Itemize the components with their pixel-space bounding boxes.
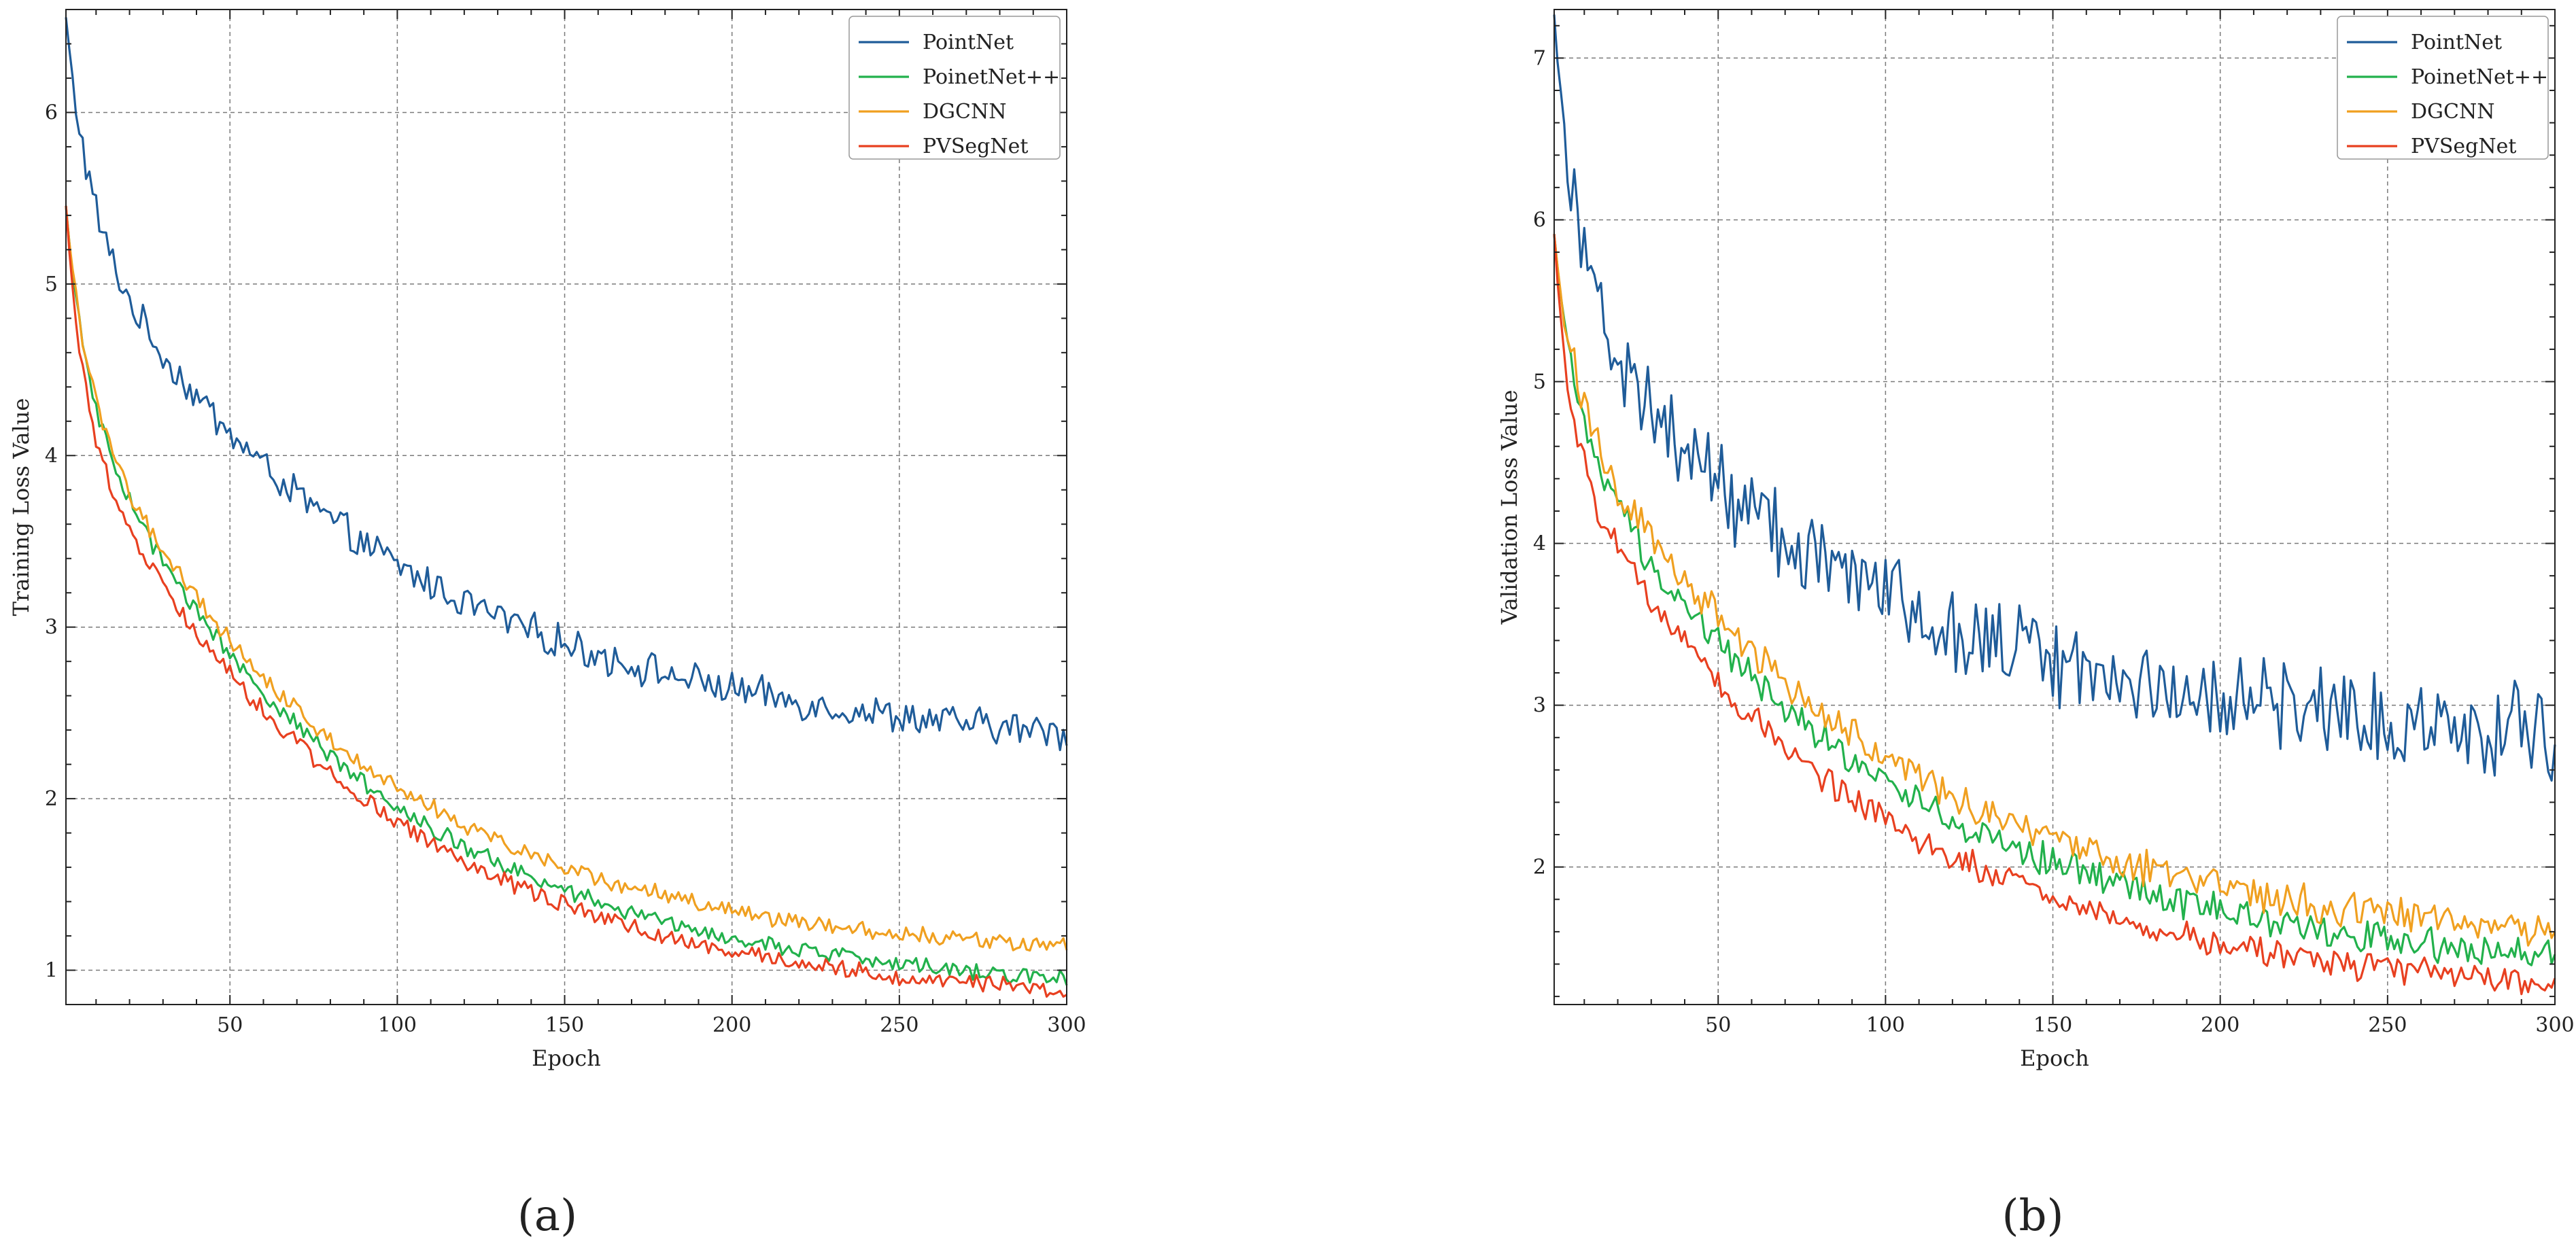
legend-label-pvsegnet-a: PVSegNet xyxy=(923,135,1028,158)
y-tick-labels-a: 1 2 3 4 5 6 xyxy=(45,101,58,982)
x-axis-label-a: Epoch xyxy=(532,1045,601,1071)
series-layer-a xyxy=(65,17,1068,998)
series-line-pointnet-b xyxy=(1553,14,2556,782)
x-tick-label: 200 xyxy=(712,1013,751,1037)
x-tick-label: 50 xyxy=(1705,1013,1731,1037)
x-tick-label: 200 xyxy=(2201,1013,2239,1037)
y-tick-label: 5 xyxy=(45,273,58,296)
axes-frame-b xyxy=(1553,9,2556,1005)
y-tick-label: 2 xyxy=(1533,856,1546,879)
y-tick-label: 3 xyxy=(45,616,58,640)
legend-label-pointnet-a: PointNet xyxy=(923,31,1014,54)
y-tick-label: 4 xyxy=(1533,532,1546,556)
series-line-pointnet-a xyxy=(65,17,1068,752)
axes-frame-a xyxy=(65,9,1067,1005)
y-tick-label: 5 xyxy=(1533,370,1546,394)
x-tick-label: 100 xyxy=(378,1013,417,1037)
ticks-a xyxy=(66,9,1067,1005)
series-line-dgcnn-a xyxy=(65,206,1068,952)
y-tick-label: 1 xyxy=(45,959,58,983)
y-tick-label: 3 xyxy=(1533,694,1546,718)
panel-a: 50 100 150 200 250 300 1 2 3 4 5 6 Epoch… xyxy=(8,9,1086,1241)
ticks-b xyxy=(1554,10,2556,1005)
legend-label-pointnet-b: PointNet xyxy=(2411,31,2502,54)
series-line-pvsegnet-b xyxy=(1553,234,2556,996)
legend-label-dgcnn-b: DGCNN xyxy=(2411,100,2494,124)
series-line-pointnetpp-b xyxy=(1553,234,2556,966)
series-line-pointnetpp-a xyxy=(65,205,1068,986)
series-line-dgcnn-b xyxy=(1553,234,2556,947)
x-tick-label: 150 xyxy=(2033,1013,2072,1037)
legend-label-pvsegnet-b: PVSegNet xyxy=(2411,135,2516,158)
x-tick-label: 250 xyxy=(880,1013,918,1037)
y-axis-label-b: Validation Loss Value xyxy=(1496,390,1522,625)
y-tick-labels-b: 2 3 4 5 6 7 xyxy=(1533,46,1546,879)
y-tick-label: 7 xyxy=(1533,46,1546,70)
x-axis-label-b: Epoch xyxy=(2020,1045,2089,1071)
series-line-pvsegnet-a xyxy=(65,205,1067,998)
legend-a: PointNet PoinetNet++ DGCNN PVSegNet xyxy=(848,16,1061,160)
x-tick-label: 250 xyxy=(2368,1013,2407,1037)
y-tick-label: 6 xyxy=(45,101,58,124)
y-tick-label: 4 xyxy=(45,444,58,468)
panel-b: 50 100 150 200 250 300 2 3 4 5 6 7 Epoch… xyxy=(1496,9,2575,1241)
x-tick-labels-b: 50 100 150 200 250 300 xyxy=(1705,1013,2574,1037)
panel-label-a: (a) xyxy=(517,1191,577,1241)
panel-label-b: (b) xyxy=(2002,1191,2064,1241)
x-tick-labels-a: 50 100 150 200 250 300 xyxy=(217,1013,1086,1037)
legend-label-pointnetpp-b: PoinetNet++ xyxy=(2411,65,2548,89)
y-axis-label-a: Training Loss Value xyxy=(8,398,34,616)
grid-a xyxy=(66,10,1067,1005)
y-tick-label: 6 xyxy=(1533,208,1546,232)
x-tick-label: 100 xyxy=(1866,1013,1905,1037)
x-tick-label: 300 xyxy=(1047,1013,1086,1037)
x-tick-label: 50 xyxy=(217,1013,243,1037)
legend-label-dgcnn-a: DGCNN xyxy=(923,100,1006,124)
series-layer-b xyxy=(1553,14,2556,996)
legend-label-pointnetpp-a: PoinetNet++ xyxy=(923,65,1060,89)
x-tick-label: 150 xyxy=(545,1013,584,1037)
legend-b: PointNet PoinetNet++ DGCNN PVSegNet xyxy=(2337,16,2549,160)
y-tick-label: 2 xyxy=(45,787,58,811)
x-tick-label: 300 xyxy=(2535,1013,2574,1037)
legend-box-b xyxy=(2337,16,2549,160)
legend-box-a xyxy=(848,16,1061,160)
